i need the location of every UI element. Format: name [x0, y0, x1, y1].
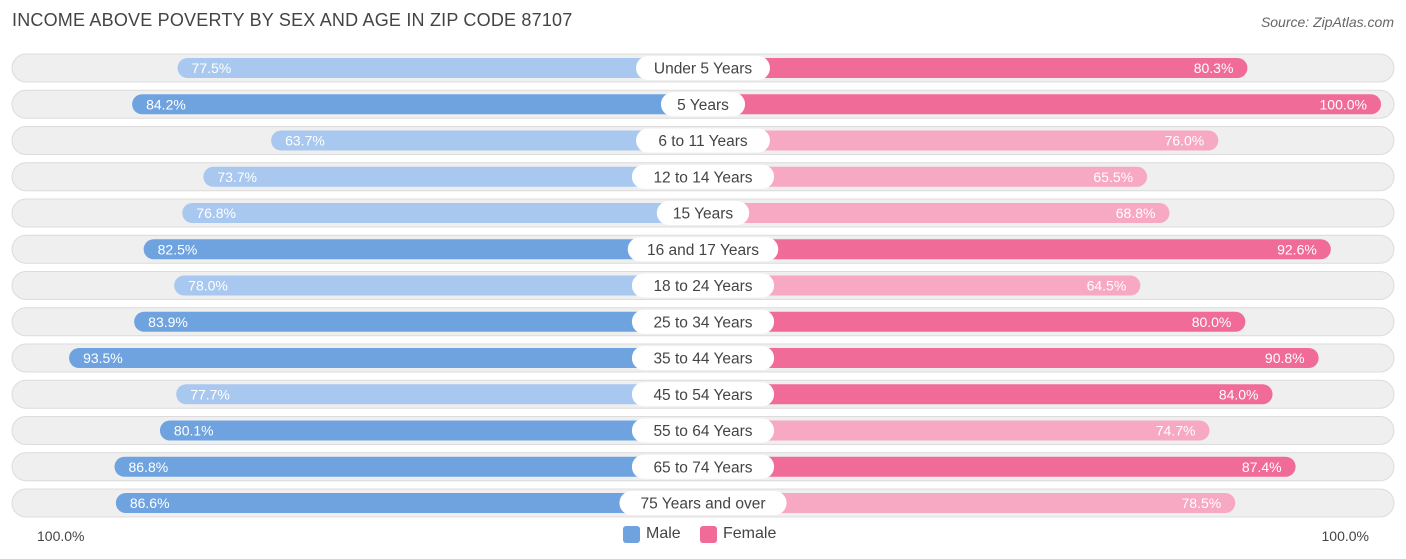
female-bar — [703, 420, 1210, 441]
category-pill — [619, 491, 787, 515]
male-value-label: 78.0% — [188, 278, 228, 294]
category-pill — [636, 128, 770, 153]
category-label: 12 to 14 Years — [653, 169, 752, 186]
male-bar — [115, 493, 704, 513]
category-label: 25 to 34 Years — [653, 314, 752, 331]
female-value-label: 87.4% — [1242, 459, 1282, 475]
female-value-label: 68.8% — [1116, 205, 1156, 221]
male-bar — [182, 203, 703, 223]
male-bar — [143, 239, 703, 260]
male-bar — [69, 348, 703, 368]
legend-male-label: Male — [646, 525, 681, 542]
category-pill — [656, 201, 750, 225]
category-label: 55 to 64 Years — [653, 423, 752, 440]
male-bar — [132, 94, 703, 115]
right-axis-label: 100.0% — [1321, 528, 1369, 544]
male-value-label: 86.6% — [130, 495, 170, 511]
category-label: 65 to 74 Years — [653, 459, 752, 476]
male-bar — [177, 58, 704, 78]
category-pill — [631, 454, 775, 479]
male-value-label: 77.5% — [192, 60, 232, 76]
category-label: Under 5 Years — [654, 61, 752, 78]
category-pill — [627, 237, 779, 262]
male-value-label: 82.5% — [158, 241, 198, 257]
female-bar — [703, 384, 1273, 405]
female-bar — [703, 493, 1236, 513]
category-label: 45 to 54 Years — [653, 387, 752, 404]
female-value-label: 100.0% — [1320, 96, 1367, 112]
female-value-label: 74.7% — [1156, 423, 1196, 439]
category-label: 6 to 11 Years — [658, 133, 748, 150]
female-value-label: 90.8% — [1265, 350, 1305, 366]
category-label: 15 Years — [673, 206, 734, 223]
female-bar — [703, 203, 1170, 223]
category-label: 16 and 17 Years — [647, 242, 759, 259]
female-value-label: 64.5% — [1087, 278, 1127, 294]
category-pill — [660, 92, 746, 117]
male-bar — [114, 456, 704, 477]
male-bar — [174, 275, 703, 296]
male-bar — [271, 130, 703, 151]
legend-female-swatch — [700, 525, 717, 543]
female-value-label: 84.0% — [1219, 386, 1259, 402]
female-bar — [703, 311, 1246, 332]
male-value-label: 93.5% — [83, 350, 123, 366]
female-value-label: 80.0% — [1192, 314, 1232, 330]
female-bar — [703, 166, 1148, 187]
category-pill — [631, 382, 775, 407]
legend: Male Female — [0, 522, 1406, 546]
category-pill — [636, 56, 770, 80]
category-pill — [631, 418, 775, 443]
category-label: 35 to 44 Years — [653, 351, 752, 368]
female-bar — [703, 456, 1296, 477]
legend-female-label: Female — [723, 525, 777, 542]
category-pill — [631, 164, 775, 189]
female-bar — [703, 275, 1141, 296]
female-value-label: 78.5% — [1182, 495, 1222, 511]
male-bar — [159, 420, 703, 441]
legend-male-swatch — [623, 525, 640, 543]
male-bar — [176, 384, 704, 405]
female-bar — [703, 94, 1381, 115]
female-bar — [703, 58, 1248, 78]
male-value-label: 84.2% — [146, 96, 186, 112]
female-bar — [703, 239, 1331, 260]
male-bar — [203, 166, 703, 187]
male-value-label: 76.8% — [196, 205, 236, 221]
category-pill — [631, 309, 775, 334]
source-label: Source: ZipAtlas.com — [1260, 14, 1394, 30]
female-value-label: 76.0% — [1165, 133, 1205, 149]
male-value-label: 80.1% — [174, 423, 214, 439]
male-value-label: 86.8% — [128, 459, 168, 475]
female-bar — [703, 130, 1219, 151]
male-value-label: 73.7% — [217, 169, 257, 185]
category-pill — [631, 273, 775, 298]
male-value-label: 77.7% — [190, 386, 230, 402]
female-value-label: 92.6% — [1277, 241, 1317, 257]
left-axis-label: 100.0% — [37, 528, 85, 544]
category-label: 5 Years — [677, 97, 729, 114]
category-pill — [631, 346, 775, 370]
male-value-label: 63.7% — [285, 133, 325, 149]
category-label: 18 to 24 Years — [653, 278, 752, 295]
female-value-label: 80.3% — [1194, 60, 1234, 76]
chart-title: INCOME ABOVE POVERTY BY SEX AND AGE IN Z… — [12, 10, 573, 30]
legend-female: Female — [700, 525, 776, 543]
female-value-label: 65.5% — [1093, 169, 1133, 185]
male-value-label: 83.9% — [148, 314, 188, 330]
legend-male: Male — [623, 525, 681, 543]
female-bar — [703, 348, 1319, 368]
category-label: 75 Years and over — [641, 496, 766, 513]
male-bar — [134, 311, 703, 332]
